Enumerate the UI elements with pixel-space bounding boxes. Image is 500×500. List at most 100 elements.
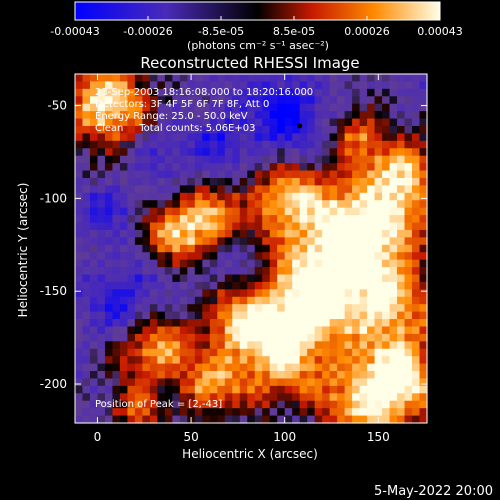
heatmap-cell [134, 333, 143, 342]
heatmap-cell [307, 296, 316, 305]
heatmap-cell [329, 371, 338, 380]
heatmap-cell [404, 244, 413, 253]
heatmap-cell [337, 111, 346, 120]
heatmap-cell [104, 274, 114, 283]
heatmap-cell [134, 96, 143, 105]
heatmap-cell [217, 244, 226, 253]
heatmap-cell [352, 267, 361, 276]
heatmap-cell [97, 333, 106, 342]
heatmap-cell [307, 229, 316, 238]
heatmap-cell [134, 207, 143, 216]
heatmap-cell [284, 378, 293, 387]
heatmap-cell [179, 111, 188, 120]
heatmap-cell [382, 371, 391, 380]
heatmap-cell [179, 415, 188, 424]
heatmap-cell [254, 259, 263, 268]
heatmap-cell [412, 148, 421, 157]
heatmap-cell [194, 140, 203, 149]
heatmap-cell [142, 163, 151, 172]
heatmap-cell [82, 348, 91, 357]
heatmap-cell [322, 400, 331, 409]
heatmap-cell [119, 111, 129, 120]
heatmap-cell [352, 185, 361, 194]
heatmap-cell [314, 229, 323, 238]
heatmap-cell [194, 148, 203, 157]
heatmap-cell [142, 125, 151, 135]
heatmap-cell [239, 81, 248, 90]
heatmap-cell [82, 333, 91, 342]
heatmap-cell [112, 289, 121, 298]
heatmap-cell [112, 237, 121, 246]
heatmap-cell [127, 319, 136, 328]
heatmap-cell [359, 326, 368, 335]
heatmap-cell [247, 140, 256, 149]
heatmap-cell [239, 222, 248, 231]
heatmap-cell [404, 267, 413, 276]
heatmap-cell [254, 415, 263, 424]
heatmap-cell [382, 177, 391, 186]
heatmap-cell [239, 207, 248, 216]
heatmap-cell [284, 363, 293, 372]
heatmap-cell [292, 304, 301, 313]
heatmap-cell [322, 415, 331, 424]
heatmap-cell [314, 207, 323, 216]
heatmap-cell [397, 200, 406, 209]
heatmap-cell [277, 148, 286, 157]
heatmap-cell [382, 348, 391, 357]
heatmap-cell [97, 74, 106, 83]
heatmap-cell [359, 96, 368, 105]
heatmap-cell [232, 319, 241, 328]
heatmap-cell [359, 259, 368, 268]
heatmap-cell [299, 356, 308, 365]
heatmap-cell [254, 333, 263, 342]
heatmap-cell [239, 289, 248, 298]
heatmap-cell [164, 341, 173, 350]
heatmap-cell [322, 177, 331, 186]
heatmap-cell [104, 163, 114, 172]
heatmap-cell [254, 192, 263, 201]
heatmap-cell [232, 385, 241, 394]
heatmap-cell [269, 356, 278, 365]
heatmap-cell [224, 170, 233, 179]
heatmap-cell [292, 140, 301, 149]
heatmap-cell [82, 155, 91, 164]
heatmap-cell [307, 74, 316, 83]
heatmap-cell [149, 378, 158, 387]
heatmap-cell [142, 408, 151, 417]
heatmap-cell [397, 111, 406, 120]
heatmap-cell [112, 125, 121, 135]
heatmap-cell [352, 378, 361, 387]
heatmap-cell [344, 215, 353, 224]
heatmap-cell [127, 356, 136, 365]
heatmap-cell [389, 244, 398, 253]
heatmap-cell [97, 400, 106, 409]
heatmap-cell [187, 319, 196, 328]
heatmap-cell [299, 341, 308, 350]
heatmap-cell [97, 200, 106, 209]
heatmap-cell [307, 170, 316, 179]
heatmap-cell [209, 393, 218, 402]
heatmap-cell [254, 163, 263, 172]
heatmap-cell [149, 222, 158, 231]
heatmap-cell [217, 118, 226, 127]
heatmap-cell [127, 155, 136, 164]
heatmap-cell [269, 155, 278, 164]
heatmap-cell [389, 155, 398, 164]
heatmap-cell [419, 371, 428, 380]
heatmap-cell [262, 111, 271, 120]
heatmap-cell [374, 408, 383, 417]
heatmap-cell [254, 356, 263, 365]
heatmap-cell [292, 74, 301, 83]
heatmap-cell [149, 200, 158, 209]
heatmap-cell [164, 244, 173, 253]
heatmap-cell [164, 281, 173, 290]
heatmap-cell [374, 222, 383, 231]
heatmap-cell [89, 215, 99, 224]
heatmap-cell [232, 96, 241, 105]
heatmap-cell [142, 341, 151, 350]
heatmap-cell [224, 252, 233, 261]
heatmap-cell [262, 333, 271, 342]
heatmap-cell [419, 207, 428, 216]
heatmap-cell [202, 163, 211, 172]
colorbar-tick-label: -0.00043 [50, 25, 99, 38]
